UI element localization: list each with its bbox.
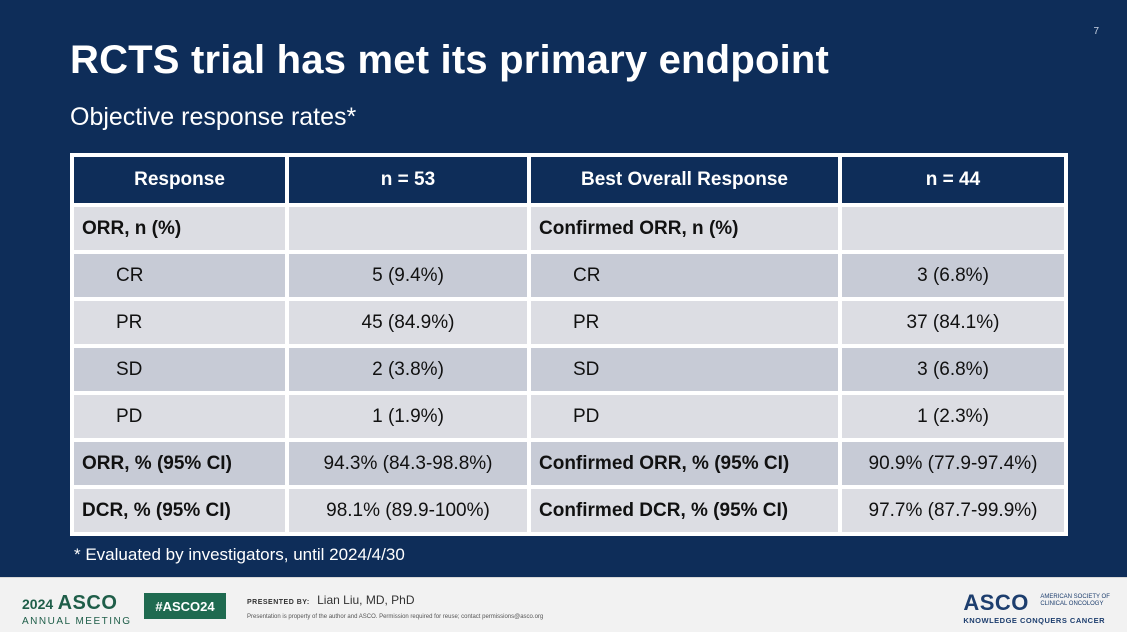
row-label-left: SD [72, 346, 287, 393]
slide-subtitle: Objective response rates* [70, 103, 357, 131]
presented-by-label: PRESENTED BY: [247, 599, 310, 606]
row-value-right: 3 (6.8%) [840, 252, 1066, 299]
slide: 7 RCTS trial has met its primary endpoin… [70, 26, 1099, 564]
row-value-right: 90.9% (77.9-97.4%) [840, 440, 1066, 487]
row-label-right: PD [529, 393, 840, 440]
org-tagline: KNOWLEDGE CONQUERS CANCER [963, 616, 1105, 625]
table-row: PR 45 (84.9%) PR 37 (84.1%) [72, 299, 1066, 346]
hashtag-badge: #ASCO24 [144, 593, 226, 619]
row-value-right: 3 (6.8%) [840, 346, 1066, 393]
table-row: CR 5 (9.4%) CR 3 (6.8%) [72, 252, 1066, 299]
org-name: AMERICAN SOCIETY OF CLINICAL ONCOLOGY [1040, 594, 1110, 607]
meeting-name: ANNUAL MEETING [22, 616, 132, 627]
meeting-year: 2024 [22, 596, 54, 612]
row-label-right: CR [529, 252, 840, 299]
row-value-left: 98.1% (89.9-100%) [287, 487, 529, 534]
row-value-left: 45 (84.9%) [287, 299, 529, 346]
row-label-right: PR [529, 299, 840, 346]
row-label-left: CR [72, 252, 287, 299]
footnote: * Evaluated by investigators, until 2024… [74, 545, 405, 564]
row-label-left: PR [72, 299, 287, 346]
row-value-right: 37 (84.1%) [840, 299, 1066, 346]
footer-bar: 2024 ASCO ANNUAL MEETING #ASCO24 PRESENT… [0, 577, 1127, 632]
row-label-left: PD [72, 393, 287, 440]
row-label-right: Confirmed ORR, n (%) [529, 205, 840, 252]
row-label-left: ORR, n (%) [72, 205, 287, 252]
row-label-right: Confirmed DCR, % (95% CI) [529, 487, 840, 534]
response-table: Response n = 53 Best Overall Response n … [70, 153, 1068, 536]
table-row: SD 2 (3.8%) SD 3 (6.8%) [72, 346, 1066, 393]
row-value-right: 1 (2.3%) [840, 393, 1066, 440]
meeting-brand: ASCO [57, 592, 118, 614]
row-label-left: ORR, % (95% CI) [72, 440, 287, 487]
presenter-line: PRESENTED BY: Lian Liu, MD, PhD [247, 593, 415, 607]
table-header-row: Response n = 53 Best Overall Response n … [72, 155, 1066, 205]
header-n44: n = 44 [840, 155, 1066, 205]
header-best-overall-response: Best Overall Response [529, 155, 840, 205]
header-response: Response [72, 155, 287, 205]
slide-number: 7 [1093, 26, 1099, 37]
row-value-left [287, 205, 529, 252]
table-row: ORR, % (95% CI) 94.3% (84.3-98.8%) Confi… [72, 440, 1066, 487]
asco-logo-text: ASCO [963, 590, 1029, 615]
presenter-name: Lian Liu, MD, PhD [317, 593, 415, 607]
row-value-left: 94.3% (84.3-98.8%) [287, 440, 529, 487]
slide-title: RCTS trial has met its primary endpoint [70, 38, 830, 82]
row-value-left: 1 (1.9%) [287, 393, 529, 440]
asco-logo: ASCO AMERICAN SOCIETY OF CLINICAL ONCOLO… [963, 590, 1110, 625]
permission-note: Presentation is property of the author a… [247, 614, 544, 620]
row-label-left: DCR, % (95% CI) [72, 487, 287, 534]
row-label-right: Confirmed ORR, % (95% CI) [529, 440, 840, 487]
row-value-left: 2 (3.8%) [287, 346, 529, 393]
row-value-right: 97.7% (87.7-99.9%) [840, 487, 1066, 534]
row-value-left: 5 (9.4%) [287, 252, 529, 299]
table-row: DCR, % (95% CI) 98.1% (89.9-100%) Confir… [72, 487, 1066, 534]
row-value-right [840, 205, 1066, 252]
header-n53: n = 53 [287, 155, 529, 205]
row-label-right: SD [529, 346, 840, 393]
meeting-logo: 2024 ASCO ANNUAL MEETING [22, 592, 130, 627]
table-row: PD 1 (1.9%) PD 1 (2.3%) [72, 393, 1066, 440]
table-row: ORR, n (%) Confirmed ORR, n (%) [72, 205, 1066, 252]
